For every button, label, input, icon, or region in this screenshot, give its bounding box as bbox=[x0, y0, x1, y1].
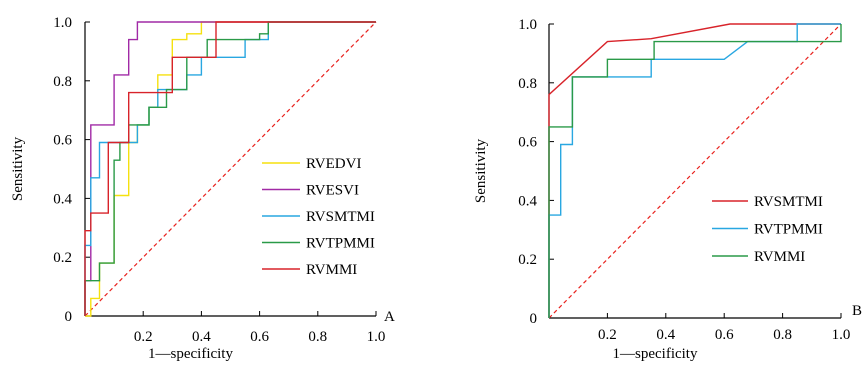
x-tick-label: 1.0 bbox=[367, 329, 386, 345]
y-axis-title: Sensitivity bbox=[10, 136, 26, 201]
y-tick-label: 0.2 bbox=[518, 252, 537, 268]
x-axis-title: 1—specificity bbox=[613, 346, 698, 362]
x-axis-title: 1—specificity bbox=[148, 346, 233, 362]
x-tick-label: 0.2 bbox=[598, 327, 617, 343]
series-line-rvsmtmi bbox=[84, 21, 376, 316]
x-tick-label: 0.2 bbox=[134, 329, 153, 345]
x-tick-label: 1.0 bbox=[832, 327, 851, 343]
reference-diagonal-line bbox=[84, 21, 377, 317]
legend: RVEDVI RVESVI RVSMTMI RVTPMMI RVMMI bbox=[262, 156, 375, 278]
legend-label: RVESVI bbox=[306, 183, 359, 199]
x-tick-label: 0.4 bbox=[656, 327, 675, 343]
panel-label: B bbox=[852, 303, 862, 319]
legend-label: RVEDVI bbox=[306, 156, 361, 172]
y-tick-label: 0.8 bbox=[518, 76, 537, 92]
x-tick-label: 0.8 bbox=[773, 327, 792, 343]
legend-label: RVTPMMI bbox=[306, 236, 375, 252]
legend-label: RVSMTMI bbox=[754, 194, 823, 210]
panel-label: A bbox=[384, 309, 395, 325]
x-tick-label: 0.8 bbox=[308, 329, 327, 345]
y-tick-label: 0.4 bbox=[53, 191, 72, 207]
y-tick-label: 0.2 bbox=[53, 250, 72, 266]
legend-label: RVTPMMI bbox=[754, 222, 823, 238]
x-tick-label: 0.6 bbox=[715, 327, 734, 343]
y-tick-label: 1.0 bbox=[518, 17, 537, 33]
y-tick-label: 0.4 bbox=[518, 193, 537, 209]
legend-label: RVSMTMI bbox=[306, 209, 375, 225]
x-tick-label: 0.4 bbox=[192, 329, 211, 345]
series-line-rvmmi bbox=[548, 24, 842, 318]
y-tick-label: 0 bbox=[65, 309, 73, 325]
legend: RVSMTMI RVTPMMI RVMMI bbox=[712, 194, 823, 265]
y-tick-label: 1.0 bbox=[53, 15, 72, 31]
y-tick-label: 0 bbox=[530, 311, 538, 327]
roc-panel-b: 0 0.2 0.4 0.6 0.8 1.0 0.2 0.4 0.6 0.8 1.0 1—specifi… bbox=[473, 17, 862, 362]
legend-label: RVMMI bbox=[754, 249, 805, 265]
y-tick-label: 0.8 bbox=[53, 74, 72, 90]
legend-label: RVMMI bbox=[306, 262, 357, 278]
series-line-rvtpmmi bbox=[84, 21, 376, 316]
y-tick-label: 0.6 bbox=[518, 135, 537, 151]
y-axis-title: Sensitivity bbox=[473, 138, 489, 203]
y-tick-label: 0.6 bbox=[53, 133, 72, 149]
series-line-rvmmi bbox=[84, 21, 376, 316]
x-tick-label: 0.6 bbox=[250, 329, 269, 345]
roc-panel-a: 0 0.2 0.4 0.6 0.8 1.0 0.2 0.4 0.6 0.8 1.0 1—specifi… bbox=[10, 15, 395, 362]
reference-diagonal-line bbox=[548, 23, 842, 319]
